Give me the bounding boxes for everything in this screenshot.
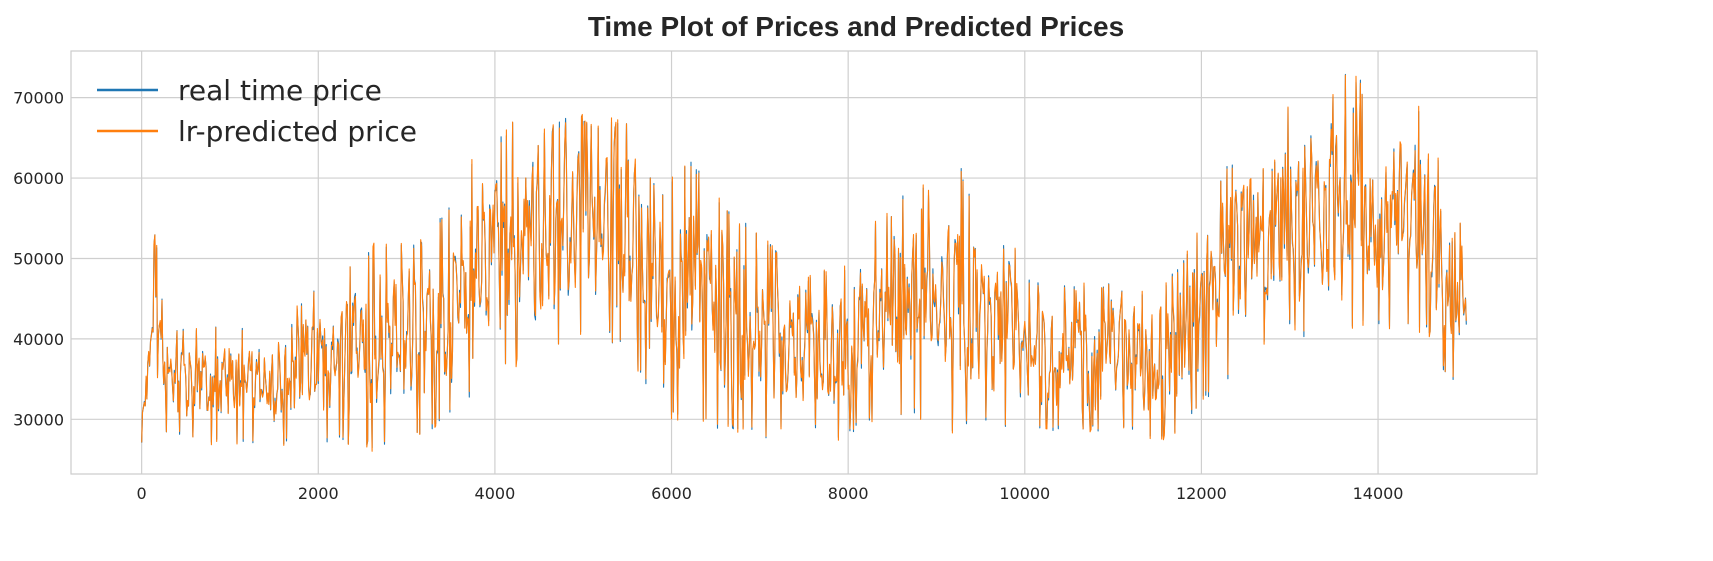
x-tick-label: 12000 <box>1176 484 1227 503</box>
legend: real time price lr-predicted price <box>97 74 417 148</box>
x-tick-label: 4000 <box>475 484 516 503</box>
plot-frame <box>70 50 1538 475</box>
series-lines <box>141 73 1467 452</box>
x-tick-label: 10000 <box>999 484 1050 503</box>
y-tick-label: 60000 <box>13 169 64 188</box>
legend-label-lr-predicted-price: lr-predicted price <box>178 115 417 148</box>
y-tick-label: 50000 <box>13 249 64 268</box>
series-lr-predicted-price-line <box>141 74 1467 452</box>
x-tick-label: 14000 <box>1353 484 1404 503</box>
x-tick-label: 6000 <box>651 484 692 503</box>
x-axis-ticks: 0 2000 4000 6000 8000 10000 12000 14000 <box>137 484 1404 503</box>
x-tick-label: 8000 <box>828 484 869 503</box>
y-tick-label: 70000 <box>13 89 64 108</box>
x-tick-label: 2000 <box>298 484 339 503</box>
y-tick-label: 30000 <box>13 410 64 429</box>
y-tick-label: 40000 <box>13 330 64 349</box>
chart-title: Time Plot of Prices and Predicted Prices <box>588 11 1124 42</box>
grid-lines <box>71 51 1537 474</box>
legend-label-real-time-price: real time price <box>178 74 382 107</box>
y-axis-ticks: 30000 40000 50000 60000 70000 <box>13 89 64 430</box>
x-tick-label: 0 <box>137 484 147 503</box>
